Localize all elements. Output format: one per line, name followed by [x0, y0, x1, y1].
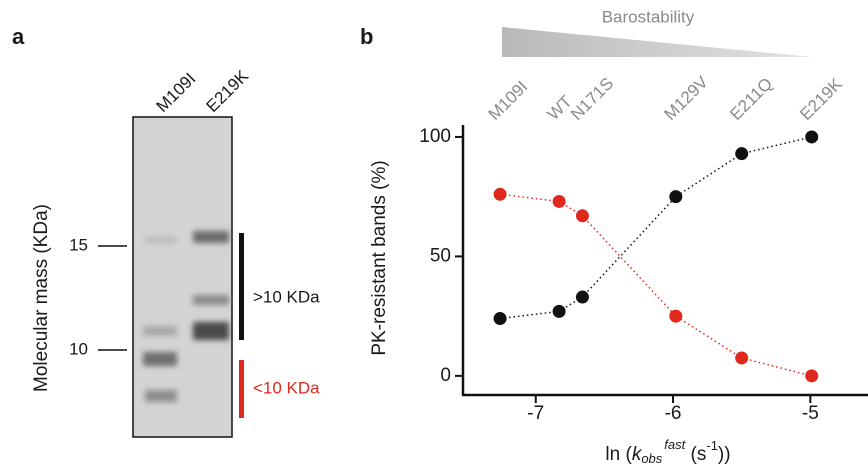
x-label-part: obs	[641, 451, 662, 466]
y-label: PK-resistant bands (%)	[369, 160, 390, 355]
gradient-triangle	[502, 27, 812, 57]
panel-letter: a	[12, 24, 25, 49]
point	[669, 309, 683, 323]
bracket-label: >10 KDa	[253, 287, 320, 306]
point	[669, 190, 683, 204]
point	[735, 147, 749, 161]
point	[575, 209, 589, 223]
bracket-label: <10 KDa	[253, 378, 320, 397]
marker-label: 10	[69, 339, 88, 358]
point	[735, 351, 749, 365]
lane-label: M109I	[153, 69, 200, 116]
point-label: M129V	[660, 72, 712, 124]
point	[805, 369, 819, 383]
marker-label: 15	[69, 235, 88, 254]
y-label: Molecular mass (KDa)	[31, 204, 52, 392]
point	[575, 290, 589, 304]
point	[552, 304, 566, 318]
chart-title: Barostability	[602, 7, 695, 26]
x-label-part: k	[632, 444, 643, 465]
lane-label: E219K	[203, 66, 253, 116]
point	[493, 187, 507, 201]
y-tick-label: 100	[419, 126, 451, 147]
bracket	[239, 233, 244, 340]
bracket	[239, 360, 244, 418]
series-line	[499, 136, 812, 320]
y-tick-label: 50	[430, 245, 451, 266]
point-label: M109I	[485, 77, 532, 124]
x-label: ln (kobsfast (s-1))	[605, 437, 730, 466]
x-label-part: -1	[706, 438, 718, 453]
x-tick-label: -7	[527, 403, 544, 424]
series-line	[499, 193, 812, 377]
x-tick-label: -6	[665, 403, 682, 424]
x-label-part: ))	[718, 444, 731, 465]
x-label-part: ln (	[605, 444, 632, 465]
x-label-part: (s	[685, 444, 706, 465]
point	[805, 130, 819, 144]
point-label: E219K	[796, 74, 846, 124]
point	[552, 194, 566, 208]
point-label: N171S	[567, 74, 617, 124]
panel-letter: b	[360, 24, 373, 49]
y-tick-label: 0	[440, 365, 451, 386]
x-label-part: fast	[664, 437, 686, 452]
point-label: E211Q	[726, 74, 776, 124]
gel-image	[132, 116, 233, 438]
x-tick-label: -5	[802, 403, 819, 424]
point	[493, 312, 507, 326]
